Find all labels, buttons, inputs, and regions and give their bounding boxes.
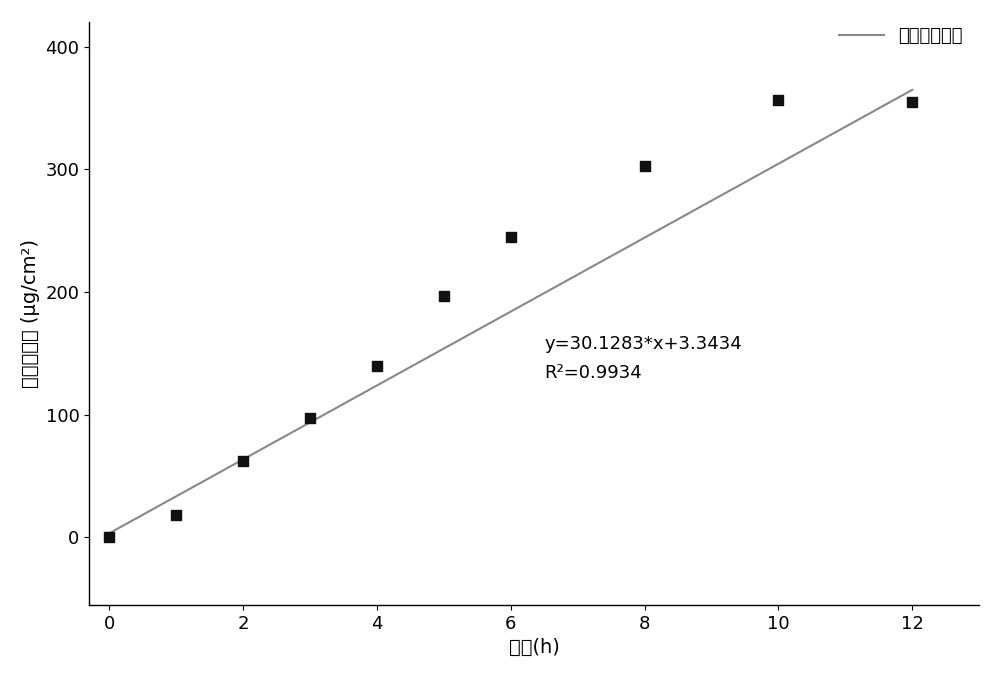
Point (168, 510, 184, 521)
X-axis label: 时间(h): 时间(h) (509, 638, 560, 657)
Point (436, 290, 452, 301)
Point (101, 532, 117, 543)
Point (904, 96, 920, 107)
Y-axis label: 累计渗透量 (μg/cm²): 累计渗透量 (μg/cm²) (21, 239, 40, 388)
Text: y=30.1283*x+3.3434
R²=0.9934: y=30.1283*x+3.3434 R²=0.9934 (544, 335, 742, 382)
Point (503, 231, 519, 242)
Point (235, 456, 251, 466)
Legend: 线性拟合曲线: 线性拟合曲线 (832, 20, 970, 52)
Point (302, 413, 318, 424)
Point (369, 360, 385, 371)
Point (637, 160, 653, 171)
Point (770, 94, 786, 105)
